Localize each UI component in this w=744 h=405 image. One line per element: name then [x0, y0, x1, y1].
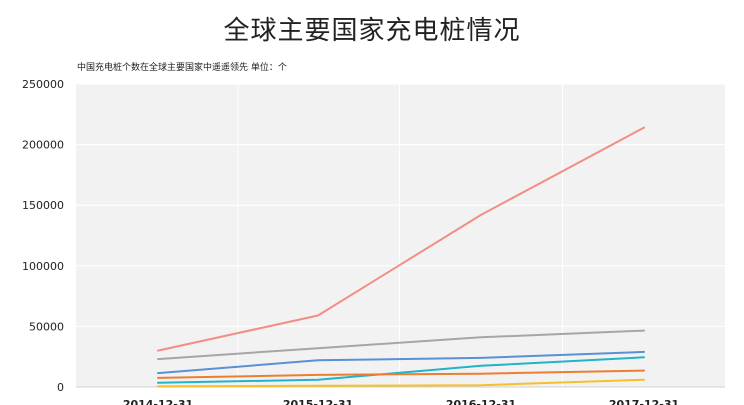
series-lines	[157, 126, 645, 388]
series-line-4	[157, 356, 645, 384]
chart-subtitle: 中国充电桩个数在全球主要国家中遥遥领先 单位：个	[77, 63, 287, 73]
x-tick-label: 2014-12-31	[123, 398, 193, 405]
series-line-5	[157, 369, 645, 379]
y-tick-label: 250000	[22, 78, 64, 91]
chart-title: 全球主要国家充电桩情况	[223, 16, 521, 46]
x-tick-label: 2015-12-31	[283, 398, 353, 405]
x-tick-label: 2016-12-31	[446, 398, 516, 405]
tick-labels: 0 50000 100000 150000 200000 250000 2014-12-31…	[22, 78, 679, 405]
series-line-1	[157, 126, 645, 352]
y-tick-label: 150000	[22, 199, 64, 212]
series-line-6	[157, 378, 645, 388]
series-line-2	[157, 329, 645, 361]
plot-area	[76, 84, 725, 387]
y-tick-label: 200000	[22, 139, 64, 152]
x-tick-label: 2017-12-31	[609, 398, 679, 405]
y-tick-label: 100000	[22, 260, 64, 273]
y-tick-label: 0	[57, 381, 64, 394]
y-tick-label: 50000	[29, 320, 64, 333]
series-line-3	[157, 350, 645, 375]
